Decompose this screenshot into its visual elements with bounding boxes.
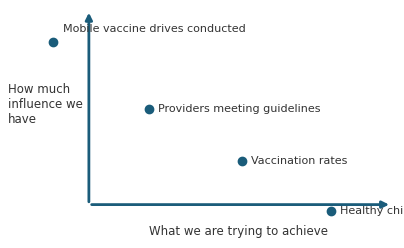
Text: Mobile vaccine drives conducted: Mobile vaccine drives conducted <box>63 24 245 33</box>
Text: Healthy children: Healthy children <box>340 206 404 216</box>
Text: Providers meeting guidelines: Providers meeting guidelines <box>158 104 321 114</box>
Text: What we are trying to achieve: What we are trying to achieve <box>149 225 328 238</box>
Text: How much
influence we
have: How much influence we have <box>8 83 83 126</box>
Text: Vaccination rates: Vaccination rates <box>251 156 348 166</box>
